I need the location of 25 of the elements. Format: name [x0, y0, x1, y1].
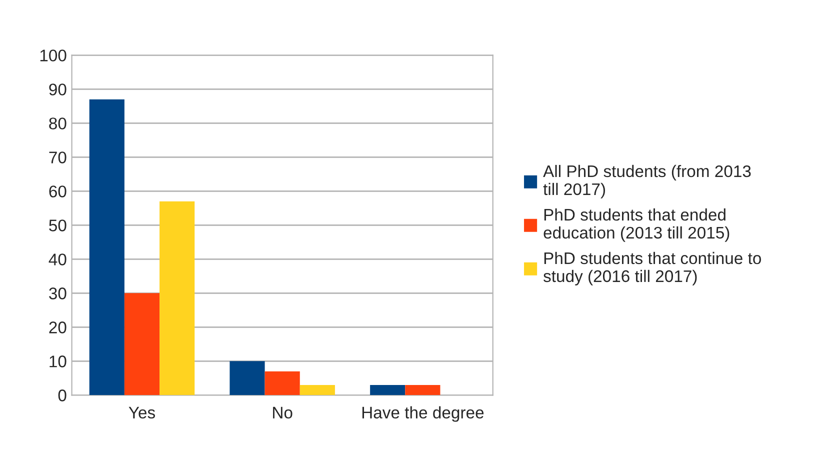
x-tick-label: No — [273, 406, 292, 418]
legend-label: PhD students that continue to study (2016 till 2017) — [544, 252, 761, 286]
legend-label: All PhD students (from 2013 till 2017) — [543, 164, 751, 198]
bar — [160, 201, 195, 396]
bar — [124, 293, 160, 396]
bar — [370, 384, 406, 396]
y-tick-label: 90 — [49, 84, 66, 96]
y-tick-label: 70 — [49, 152, 66, 164]
y-tick-label: 0 — [58, 390, 66, 402]
y-tick-label: 50 — [49, 220, 66, 232]
x-tick-label: Yes — [128, 406, 155, 418]
bar — [264, 371, 300, 396]
legend-label: PhD students that ended education (2013 till 2015) — [544, 208, 730, 242]
y-tick-label: 100 — [40, 50, 66, 62]
y-tick-label: 10 — [50, 356, 66, 368]
bar — [405, 384, 440, 396]
y-tick-label: 60 — [49, 186, 66, 198]
bar — [89, 99, 124, 396]
y-tick-label: 80 — [49, 118, 66, 130]
y-tick-label: 20 — [49, 322, 66, 334]
y-tick-label: 40 — [48, 254, 66, 266]
x-tick-label: Have the degree — [362, 406, 484, 422]
bar — [230, 361, 265, 396]
y-tick-label: 30 — [49, 288, 66, 300]
bar — [300, 384, 335, 396]
